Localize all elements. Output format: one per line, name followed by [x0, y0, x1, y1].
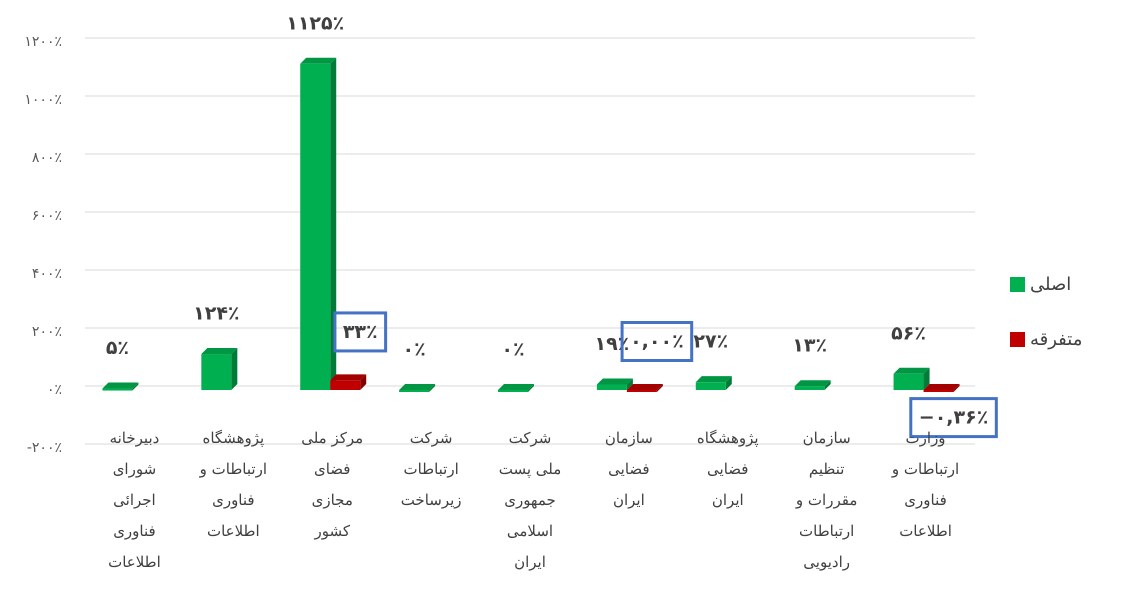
data-label: ۰٪: [403, 339, 426, 361]
data-label: −۰,۳۶٪: [919, 407, 989, 429]
data-label: ۵٪: [106, 337, 129, 359]
y-tick-label: ۰٪: [47, 382, 62, 398]
bar: [300, 63, 331, 390]
x-tick-label: وزارت ارتباطات و فناوری اطلاعات: [891, 429, 960, 540]
data-label: ۱۱۲۵٪: [286, 12, 344, 34]
bar-top: [102, 382, 139, 389]
legend-swatch: [1010, 277, 1025, 292]
bar-side: [953, 384, 960, 392]
legend-swatch: [1010, 332, 1025, 347]
bar: [330, 380, 361, 390]
bar-side: [330, 57, 337, 390]
y-tick-label: ۲۰۰٪: [32, 324, 62, 340]
bar: [923, 390, 954, 392]
y-tick-label: -۲۰۰٪: [27, 440, 62, 456]
x-tick-label: سازمان تنظیم مقررات و ارتباطات رادیویی: [795, 429, 858, 571]
data-label: ۱۹٪: [594, 333, 629, 355]
bar: [596, 384, 627, 390]
x-tick-label: دبیرخانه شورای اجرائی فناوری اطلاعات: [108, 429, 161, 571]
bar-side: [132, 382, 139, 391]
data-label: ۱۳٪: [792, 335, 827, 357]
bar-top: [923, 384, 960, 390]
bar: [201, 354, 232, 390]
bar-top: [794, 380, 831, 387]
data-label: ۳۳٪: [343, 321, 378, 343]
bar: [794, 386, 825, 390]
data-label: ۱۲۴٪: [193, 303, 239, 325]
bar-top: [330, 374, 367, 381]
bar-top: [498, 384, 534, 390]
bar-side: [360, 374, 367, 390]
bar: [695, 382, 726, 390]
bar-top: [300, 57, 337, 64]
data-label: ۵۶٪: [891, 322, 926, 344]
bar-top: [399, 384, 436, 390]
y-tick-label: ۴۰۰٪: [32, 266, 62, 282]
y-tick-label: ۶۰۰٪: [32, 208, 62, 224]
bar: [102, 388, 133, 391]
x-tick-label: مرکز ملی فضای مجازی کشور: [301, 429, 364, 540]
bar-top: [695, 376, 732, 383]
bar-side: [923, 367, 930, 390]
x-tick-label: شرکت ارتباطات زیرساخت: [400, 429, 462, 509]
bar: [399, 390, 430, 392]
bar-side: [824, 380, 831, 390]
data-label: ۰,۰۰٪: [630, 331, 684, 353]
x-tick-label: پژوهشگاه ارتباطات و فناوری اطلاعات: [199, 429, 267, 540]
highlight-box: [909, 397, 998, 439]
highlight-box: [620, 321, 694, 362]
x-tick-label: پژوهشگاه فضایی ایران: [696, 429, 759, 509]
data-label: ۰٪: [501, 339, 524, 361]
bar-side: [725, 376, 732, 390]
bar-side: [429, 384, 436, 392]
bar-top: [893, 367, 930, 374]
y-tick-label: ۸۰۰٪: [32, 150, 62, 166]
data-label: ۲۷٪: [693, 331, 728, 353]
y-tick-label: ۱۰۰۰٪: [24, 92, 62, 108]
x-tick-label: شرکت ملی پست جمهوری اسلامی ایران: [498, 429, 562, 571]
x-tick-label: سازمان فضایی ایران: [604, 429, 653, 509]
bar: [893, 373, 924, 390]
legend-label: متفرقه: [1030, 329, 1082, 350]
highlight-box: [333, 311, 388, 353]
bar-top: [596, 378, 633, 385]
bar-side: [656, 384, 663, 392]
bar-side: [528, 384, 534, 392]
legend-label: اصلی: [1030, 274, 1071, 295]
bar-side: [626, 378, 633, 390]
bar: [626, 390, 657, 392]
bar-top: [626, 384, 663, 390]
bar-top: [201, 348, 238, 355]
y-tick-label: ۱۲۰۰٪: [24, 34, 62, 50]
bar-side: [231, 348, 238, 390]
bar: [498, 390, 528, 392]
